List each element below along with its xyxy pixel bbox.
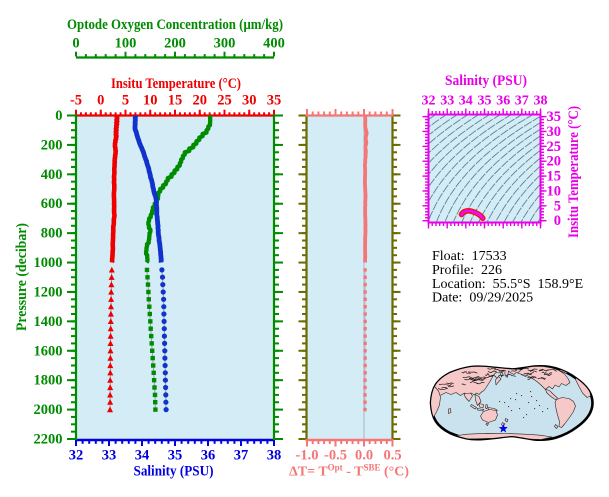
svg-text:0: 0 bbox=[554, 213, 561, 229]
svg-text:38: 38 bbox=[267, 448, 282, 464]
svg-text:800: 800 bbox=[41, 226, 63, 242]
svg-text:-1.0: -1.0 bbox=[296, 448, 319, 464]
svg-text:Float: 17533: Float: 17533 bbox=[432, 249, 507, 264]
svg-text:2200: 2200 bbox=[34, 432, 63, 448]
svg-text:-5: -5 bbox=[70, 93, 82, 109]
svg-text:Optode Oxygen Concentration (μ: Optode Oxygen Concentration (μm/kg) bbox=[67, 17, 283, 33]
svg-text:1400: 1400 bbox=[34, 314, 63, 330]
svg-text:Profile: 226: Profile: 226 bbox=[432, 263, 502, 278]
svg-text:1200: 1200 bbox=[34, 285, 63, 301]
svg-text:1800: 1800 bbox=[34, 373, 63, 389]
svg-text:35: 35 bbox=[547, 109, 562, 125]
svg-text:1600: 1600 bbox=[34, 343, 63, 359]
svg-text:Insitu Temperature (°C): Insitu Temperature (°C) bbox=[111, 76, 241, 92]
svg-text:1000: 1000 bbox=[34, 255, 63, 271]
svg-text:0.5: 0.5 bbox=[383, 448, 401, 464]
svg-text:15: 15 bbox=[168, 93, 183, 109]
svg-text:0: 0 bbox=[97, 93, 104, 109]
svg-text:36: 36 bbox=[201, 448, 216, 464]
svg-text:25: 25 bbox=[217, 93, 232, 109]
svg-text:33: 33 bbox=[440, 94, 454, 109]
svg-text:100: 100 bbox=[115, 36, 137, 52]
svg-text:200: 200 bbox=[164, 36, 186, 52]
svg-text:Location: 55.5°S 158.9°E: Location: 55.5°S 158.9°E bbox=[432, 277, 583, 292]
svg-text:400: 400 bbox=[41, 167, 63, 183]
svg-text:30: 30 bbox=[242, 93, 257, 109]
svg-text:37: 37 bbox=[234, 448, 249, 464]
svg-text:2000: 2000 bbox=[34, 402, 63, 418]
svg-text:-0.5: -0.5 bbox=[324, 448, 347, 464]
svg-text:15: 15 bbox=[547, 169, 562, 185]
svg-text:0.0: 0.0 bbox=[355, 448, 373, 464]
svg-text:20: 20 bbox=[193, 93, 208, 109]
svg-text:35: 35 bbox=[478, 94, 492, 109]
svg-text:ΔT= TOpt - TSBE (°C): ΔT= TOpt - TSBE (°C) bbox=[289, 463, 409, 480]
svg-text:Salinity (PSU): Salinity (PSU) bbox=[445, 73, 527, 89]
svg-text:5: 5 bbox=[554, 198, 561, 214]
svg-text:35: 35 bbox=[267, 93, 282, 109]
svg-text:20: 20 bbox=[547, 154, 562, 170]
svg-text:400: 400 bbox=[263, 36, 285, 52]
svg-text:Date: 09/29/2025: Date: 09/29/2025 bbox=[432, 291, 533, 306]
svg-text:0: 0 bbox=[55, 108, 62, 124]
svg-text:Salinity (PSU): Salinity (PSU) bbox=[134, 464, 214, 480]
svg-text:Insitu Temperature (°C): Insitu Temperature (°C) bbox=[566, 106, 582, 238]
svg-text:34: 34 bbox=[459, 94, 473, 109]
svg-text:34: 34 bbox=[135, 448, 150, 464]
svg-text:32: 32 bbox=[422, 94, 436, 109]
svg-text:600: 600 bbox=[41, 196, 63, 212]
svg-text:300: 300 bbox=[214, 36, 236, 52]
svg-text:38: 38 bbox=[534, 94, 548, 109]
svg-text:35: 35 bbox=[168, 448, 183, 464]
svg-text:10: 10 bbox=[547, 184, 562, 200]
svg-text:30: 30 bbox=[547, 124, 562, 140]
svg-text:0: 0 bbox=[72, 36, 79, 52]
svg-text:32: 32 bbox=[69, 448, 84, 464]
svg-text:10: 10 bbox=[143, 93, 158, 109]
svg-text:37: 37 bbox=[515, 94, 529, 109]
svg-text:36: 36 bbox=[496, 94, 510, 109]
svg-text:33: 33 bbox=[102, 448, 117, 464]
svg-text:5: 5 bbox=[122, 93, 129, 109]
svg-text:200: 200 bbox=[41, 137, 63, 153]
svg-text:25: 25 bbox=[547, 139, 562, 155]
svg-text:Pressure (decibar): Pressure (decibar) bbox=[14, 223, 30, 331]
